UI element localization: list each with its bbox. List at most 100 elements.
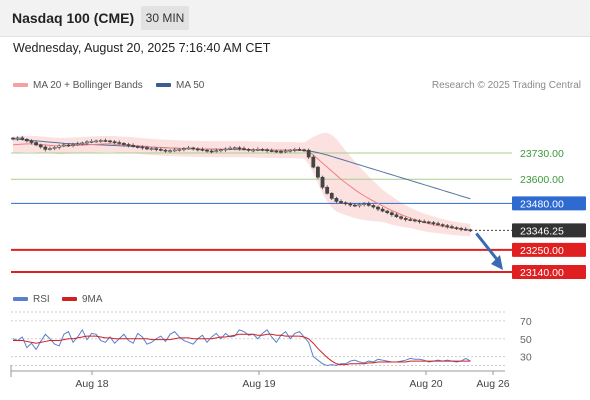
rsi-tick-2: 30 (520, 352, 532, 364)
level-label-1: 23600.00 (520, 174, 564, 186)
candle-body (329, 193, 334, 199)
level-label-bg-5 (512, 265, 586, 279)
level-label-5: 23140.00 (520, 267, 564, 279)
candle-body (186, 147, 191, 150)
candle-body (366, 203, 371, 206)
candle-body (311, 156, 316, 168)
candle-body (357, 204, 362, 207)
candle-body (389, 212, 394, 216)
candle-body (20, 137, 25, 140)
candle-body (436, 223, 440, 225)
candle-body (94, 140, 99, 143)
candle-body (89, 141, 94, 143)
candle-body (191, 147, 196, 150)
timeframe-button[interactable]: 30 MIN (141, 6, 189, 30)
candle-body (394, 214, 399, 218)
candle-body (334, 198, 339, 202)
ma50-legend: MA 50 (156, 80, 204, 91)
candle-body (112, 141, 117, 144)
candle-body (463, 228, 468, 231)
candle-body (348, 203, 353, 206)
candle-body (445, 225, 450, 227)
ma20-legend: MA 20 + Bollinger Bands (13, 80, 143, 91)
rsi-swatch (13, 297, 28, 302)
candle-body (177, 149, 182, 151)
candle-body (85, 141, 89, 144)
candle-body (468, 229, 473, 232)
candle-body (343, 202, 348, 205)
candle-body (362, 203, 367, 205)
rsi-line (12, 328, 471, 367)
candle-body (182, 148, 186, 150)
candle-body (380, 208, 385, 212)
rsi-tick-1: 50 (520, 334, 532, 346)
candle-body (80, 142, 85, 145)
ma20-line (12, 143, 471, 231)
candle-body (103, 140, 108, 142)
candle-body (246, 149, 251, 151)
candle-body (52, 147, 57, 149)
candle-body (121, 143, 126, 145)
candle-body (449, 226, 454, 228)
candle-body (339, 201, 343, 203)
candle-body (403, 218, 408, 220)
candle-body (71, 144, 75, 146)
candle-body (149, 148, 154, 150)
rsi-ma-legend-label: 9MA (82, 294, 103, 305)
x-tick-label-0: Aug 18 (75, 378, 108, 390)
candle-body (426, 221, 431, 224)
bollinger-band (13, 132, 471, 237)
candle-body (413, 219, 417, 222)
rsi-tick-0: 70 (520, 316, 532, 328)
candle-body (279, 151, 283, 153)
candle-body (297, 149, 302, 151)
candle-body (29, 140, 34, 143)
candle-body (140, 146, 145, 149)
candle-body (376, 206, 380, 210)
candle-body (283, 150, 288, 153)
candle-body (11, 137, 15, 140)
level-label-bg-2 (512, 196, 586, 211)
candle-body (75, 143, 80, 146)
level-label-3: 23346.25 (520, 225, 564, 237)
level-label-bg-4 (512, 242, 586, 257)
candle-body (440, 224, 445, 226)
rsi-ma-legend: 9MA (62, 294, 103, 305)
credit-label: Research © 2025 Trading Central (431, 80, 581, 91)
level-label-4: 23250.00 (520, 245, 564, 257)
rsi-legend-label: RSI (33, 294, 50, 305)
candle-body (158, 149, 163, 151)
candle-body (302, 149, 306, 152)
candle-body (274, 150, 279, 153)
candle-body (260, 149, 265, 151)
candle-body (237, 147, 242, 150)
candle-body (431, 222, 436, 224)
projection-arrow-shaft (475, 232, 501, 263)
candle-body (422, 221, 427, 223)
candle-body (126, 144, 131, 146)
candle-body (320, 176, 325, 188)
candle-body (38, 144, 43, 148)
candle-body (265, 149, 270, 152)
candle-body (168, 150, 172, 152)
projection-arrow-head (491, 255, 503, 270)
candle-body (459, 228, 464, 230)
candle-body (15, 137, 20, 140)
candle-body (145, 147, 149, 150)
rsi-ma-swatch (62, 297, 77, 302)
candle-body (66, 144, 71, 147)
candle-body (385, 210, 390, 214)
candle-body (232, 147, 237, 150)
candle-body (205, 149, 209, 152)
candle-body (214, 150, 219, 152)
candle-body (228, 147, 233, 150)
candle-body (223, 148, 228, 151)
candle-body (399, 216, 403, 219)
candle-body (306, 149, 311, 158)
candle-body (288, 149, 293, 152)
candle-body (98, 140, 103, 142)
candle-body (209, 150, 214, 153)
candle-body (269, 150, 274, 152)
candle-body (131, 145, 136, 147)
